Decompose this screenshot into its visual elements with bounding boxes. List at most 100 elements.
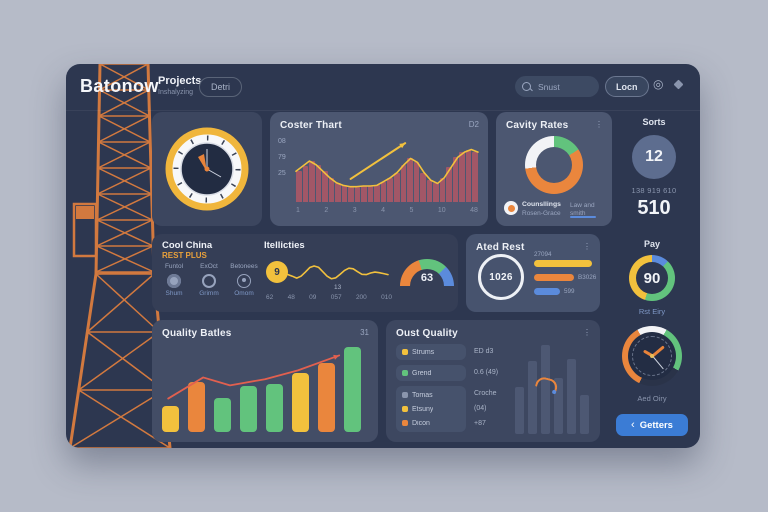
wave-x-labels: 62 48 09 057 200 010 bbox=[266, 294, 392, 301]
login-button[interactable]: Locn bbox=[605, 76, 649, 97]
quality-bar bbox=[240, 386, 257, 432]
legend-name: Counsllings bbox=[522, 201, 561, 208]
compass-gauge-panel bbox=[152, 112, 262, 226]
quality-chart-panel: Quality Batles 31 bbox=[152, 320, 378, 442]
pay-title: Pay bbox=[643, 239, 660, 249]
wave-title: Itellicties bbox=[264, 240, 305, 251]
cool-subtitle: REST PLUS bbox=[162, 251, 207, 260]
panel-title: Cavity Rates bbox=[506, 120, 569, 131]
bar-label: 27094 bbox=[534, 251, 552, 258]
funnel-icon bbox=[167, 274, 181, 288]
quality-bar bbox=[214, 397, 231, 432]
search-box[interactable] bbox=[515, 76, 599, 97]
row-value: ED d3 bbox=[474, 348, 494, 355]
list-item[interactable]: Grend bbox=[396, 365, 466, 381]
panel-title: Coster Thart bbox=[280, 120, 342, 131]
gauge63-value: 63 bbox=[420, 272, 434, 284]
sorts-summary: Sorts 12 138 919 610 510 bbox=[618, 112, 690, 226]
row-value: Croche bbox=[474, 390, 497, 397]
person-icon bbox=[237, 274, 251, 288]
cool-column[interactable]: ExOct Grimm bbox=[199, 263, 219, 297]
quality-bar bbox=[344, 346, 361, 432]
row-value: (04) bbox=[474, 405, 487, 412]
badge-icon bbox=[402, 370, 408, 376]
row-value: 0.6 (49) bbox=[474, 369, 499, 376]
search-input[interactable] bbox=[536, 80, 596, 93]
menu-icon[interactable]: ⋮ bbox=[583, 242, 591, 251]
quality-bar bbox=[162, 405, 179, 432]
list-group[interactable]: Tomas Etsuny Dicon bbox=[396, 386, 466, 432]
panel-title: Quality Batles bbox=[162, 328, 232, 339]
pay-summary: Pay 90 Rst Eiry bbox=[614, 234, 690, 316]
app-header: Batonow Projects Inshalyzing Detri Locn … bbox=[66, 64, 700, 111]
globe-icon bbox=[202, 274, 216, 288]
badge-icon bbox=[402, 406, 408, 412]
clock-center-dot bbox=[650, 354, 654, 358]
badge-icon bbox=[402, 420, 408, 426]
pay-ring-hole: 90 bbox=[636, 262, 668, 294]
clock-face bbox=[628, 332, 676, 380]
cool-column[interactable]: Funtol Shum bbox=[164, 263, 184, 297]
diamond-icon[interactable] bbox=[673, 79, 685, 91]
panel-title: Oust Quality bbox=[396, 328, 458, 339]
compass-clock-icon bbox=[165, 127, 249, 211]
wave-start-badge: 9 bbox=[266, 261, 288, 283]
nav-title[interactable]: Projects bbox=[158, 75, 202, 87]
sorts-big-value: 510 bbox=[637, 197, 671, 219]
panel-badge: D2 bbox=[468, 120, 479, 129]
quality-bar bbox=[292, 373, 309, 432]
cool-column[interactable]: Betonees Omom bbox=[230, 263, 258, 297]
ated-bar bbox=[534, 288, 561, 295]
coster-bars bbox=[296, 138, 478, 202]
ated-bar bbox=[534, 260, 592, 267]
dashboard-card: Batonow Projects Inshalyzing Detri Locn … bbox=[66, 64, 700, 448]
cool-title: Cool China bbox=[162, 240, 213, 251]
bar-label: B3026 bbox=[578, 274, 597, 281]
chevron-left-icon: ‹ bbox=[631, 418, 635, 431]
oust-quality-panel: Oust Quality ⋮ Strums Grend Tomas Etsuny… bbox=[386, 320, 600, 442]
pay-ring: 90 bbox=[629, 255, 675, 301]
hour-hand bbox=[642, 349, 653, 358]
quality-bar bbox=[266, 384, 283, 432]
sorts-title: Sorts bbox=[642, 117, 666, 127]
menu-icon[interactable]: ⋮ bbox=[583, 328, 591, 337]
avatar bbox=[504, 201, 518, 215]
pay-subtitle: Rst Eiry bbox=[638, 307, 666, 316]
detri-button[interactable]: Detri bbox=[199, 77, 243, 97]
cta-label: Getters bbox=[639, 419, 673, 431]
clock-caption: Aed Oiry bbox=[637, 394, 667, 403]
coster-line-svg bbox=[295, 142, 479, 188]
ated-rest-panel: Ated Rest ⋮ 1026 27094 B3026 599 bbox=[466, 234, 600, 312]
badge-icon bbox=[402, 392, 408, 398]
sorts-circle-stat: 12 bbox=[632, 135, 676, 179]
minute-hand bbox=[651, 345, 665, 357]
panel-badge: 31 bbox=[360, 328, 369, 337]
semicircle-gauge bbox=[400, 259, 454, 286]
legend-sub: Rosen-Grace bbox=[522, 210, 561, 217]
quality-bars bbox=[162, 344, 368, 432]
panel-title: Ated Rest bbox=[476, 242, 525, 253]
nav-subtitle: Inshalyzing bbox=[158, 89, 194, 96]
wave-svg bbox=[287, 265, 389, 280]
sorts-sub-value: 138 919 610 bbox=[631, 186, 677, 195]
ated-circle-stat: 1026 bbox=[478, 254, 524, 300]
clock-ring bbox=[622, 326, 682, 386]
legend-link-underline[interactable] bbox=[570, 216, 596, 218]
app-logo: Batonow bbox=[80, 76, 159, 96]
gauge63-hole bbox=[410, 269, 444, 286]
metrics-strip-panel: Cool China REST PLUS Funtol Shum ExOct G… bbox=[152, 234, 458, 312]
oust-faded-bars bbox=[510, 340, 594, 434]
quality-bar bbox=[318, 363, 335, 432]
row-value: +87 bbox=[474, 420, 486, 427]
list-item[interactable]: Strums bbox=[396, 344, 466, 360]
wave-annotation: 13 bbox=[334, 284, 342, 291]
badge-icon bbox=[402, 349, 408, 355]
donut-hole bbox=[536, 147, 572, 183]
menu-icon[interactable]: ⋮ bbox=[595, 120, 603, 129]
getters-button[interactable]: ‹ Getters bbox=[616, 414, 688, 436]
quality-trend-svg bbox=[167, 354, 341, 400]
gear-icon[interactable]: ◎ bbox=[653, 77, 664, 91]
legend-right-label: Law and smith bbox=[570, 202, 595, 217]
